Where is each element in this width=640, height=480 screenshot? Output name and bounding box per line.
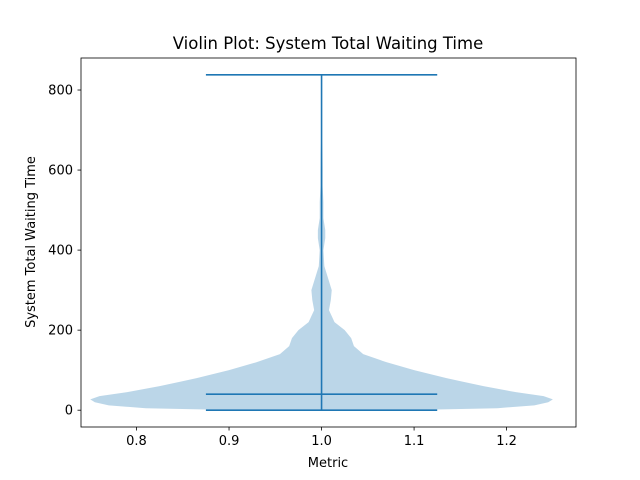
x-axis-label: Metric — [308, 456, 348, 471]
x-tick-label: 1.0 — [311, 434, 332, 449]
x-tick-label: 0.9 — [219, 434, 240, 449]
plot-frame — [80, 57, 577, 428]
y-tick-label: 400 — [48, 244, 73, 259]
y-tick-label: 200 — [48, 324, 73, 339]
axes-layer: 0.8 0.9 1.0 1.1 1.2 0 200 400 600 800 — [48, 57, 577, 449]
plot-layer — [90, 74, 553, 411]
y-tick-label: 0 — [65, 404, 73, 419]
y-tick-label: 800 — [48, 84, 73, 99]
y-axis-label: System Total Waiting Time — [24, 156, 39, 328]
x-tick-label: 1.2 — [496, 434, 517, 449]
chart-title: Violin Plot: System Total Waiting Time — [173, 34, 484, 53]
y-tick-label: 600 — [48, 164, 73, 179]
x-tick-label: 1.1 — [404, 434, 425, 449]
x-tick-label: 0.8 — [126, 434, 147, 449]
